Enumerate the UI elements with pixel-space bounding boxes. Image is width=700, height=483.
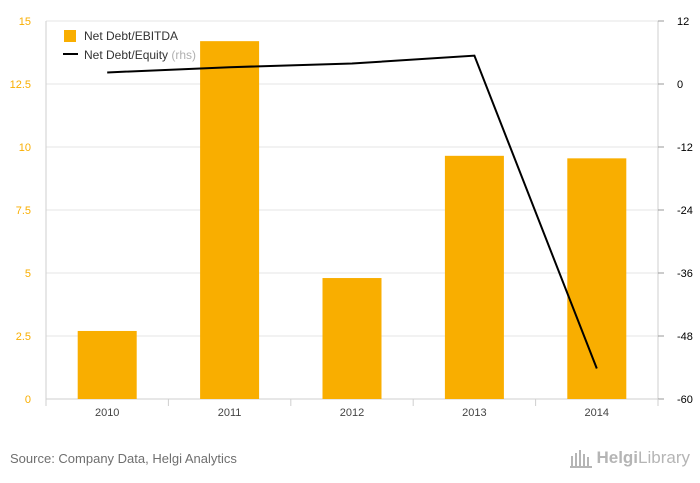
y-right-tick-label: -48 — [677, 331, 693, 343]
source-note: Source: Company Data, Helgi Analytics — [10, 451, 237, 466]
bar-net-debt-ebitda — [200, 41, 260, 399]
y-left-tick-label: 5 — [25, 268, 31, 280]
bar-net-debt-ebitda — [567, 158, 627, 399]
x-tick-label: 2010 — [95, 407, 119, 419]
logo-text-bold: Helgi — [596, 448, 639, 467]
y-left-tick-label: 2.5 — [16, 331, 31, 343]
y-right-tick-label: 0 — [677, 79, 683, 91]
x-tick-label: 2012 — [340, 407, 364, 419]
x-tick-label: 2011 — [218, 407, 242, 419]
x-tick-label: 2014 — [585, 407, 609, 419]
legend-swatch-net-debt-ebitda — [64, 30, 76, 42]
y-right-tick-label: 12 — [677, 16, 689, 28]
legend-label-net-debt-equity: Net Debt/Equity (rhs) — [84, 48, 196, 62]
legend-rhs-suffix: (rhs) — [171, 48, 196, 62]
line-net-debt-equity — [107, 54, 598, 369]
y-right-tick-label: -24 — [677, 205, 693, 217]
y-right-tick-label: -60 — [677, 394, 693, 406]
chart: 0 2.5 5 7.5 10 12.5 15 -60 -48 -36 -24 -12 0 12 2010 20… — [10, 16, 693, 419]
y-right-tick-label: -36 — [677, 268, 693, 280]
y-left-tick-label: 10 — [19, 142, 31, 154]
library-building-icon — [570, 450, 593, 468]
y-left-tick-label: 15 — [19, 16, 31, 28]
y-left-tick-label: 0 — [25, 394, 31, 406]
y-left-tick-label: 12.5 — [10, 79, 31, 91]
legend-label-net-debt-ebitda: Net Debt/EBITDA — [84, 29, 178, 43]
y-left-tick-label: 7.5 — [16, 205, 31, 217]
x-tick-label: 2013 — [462, 407, 486, 419]
bar-net-debt-ebitda — [322, 278, 382, 399]
y-right-tick-label: -12 — [677, 142, 693, 154]
helgi-library-logo: HelgiLibrary — [570, 446, 690, 470]
bar-net-debt-ebitda — [77, 330, 137, 399]
logo-text: Library — [638, 448, 690, 467]
bar-net-debt-ebitda — [444, 155, 504, 399]
